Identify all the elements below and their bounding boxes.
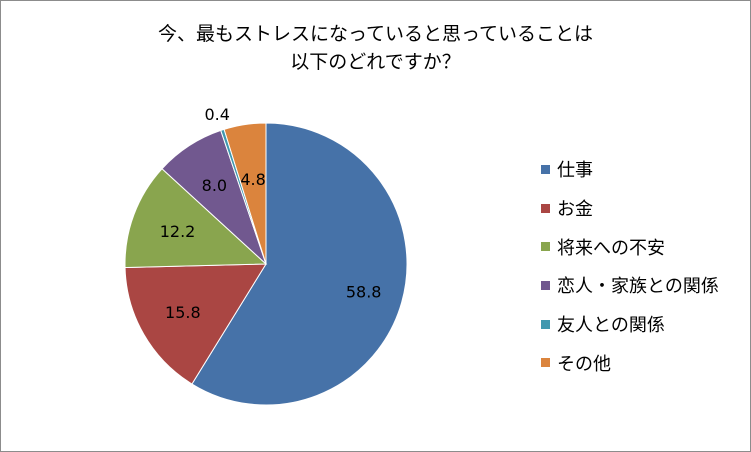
data-label: 4.8 — [240, 170, 265, 189]
legend-label: 仕事 — [557, 160, 593, 182]
data-label: 12.2 — [160, 222, 196, 241]
legend-swatch — [541, 164, 550, 174]
legend-label: 将来への不安 — [557, 237, 665, 259]
legend-swatch — [541, 203, 550, 213]
legend-item: 恋人・家族との関係 — [541, 266, 719, 305]
legend-swatch — [541, 358, 550, 368]
legend-swatch — [541, 242, 550, 252]
legend-label: 友人との関係 — [557, 315, 665, 337]
legend-item: お金 — [541, 189, 719, 228]
data-label: 0.4 — [204, 105, 229, 124]
chart-title-line-1: 今、最もストレスになっていると思っていることは — [157, 23, 594, 45]
legend-item: 将来への不安 — [541, 227, 719, 266]
legend-label: その他 — [557, 353, 611, 375]
legend-item: 友人との関係 — [541, 305, 719, 344]
legend-label: 恋人・家族との関係 — [557, 276, 719, 298]
data-label: 15.8 — [165, 303, 201, 322]
data-label: 8.0 — [202, 176, 227, 195]
legend-item: 仕事 — [541, 150, 719, 189]
chart-title-line-2: 以下のどれですか？ — [290, 51, 461, 73]
pie-slice — [191, 122, 408, 406]
legend: 仕事 お金 将来への不安 恋人・家族との関係 友人との関係 その他 — [541, 150, 719, 382]
pie-slice — [223, 122, 267, 265]
data-label: 58.8 — [346, 283, 382, 302]
pie-slice — [124, 263, 267, 385]
legend-swatch — [541, 319, 550, 329]
pie-slice — [124, 168, 268, 269]
legend-swatch — [541, 280, 550, 290]
legend-item: その他 — [541, 343, 719, 382]
legend-label: お金 — [557, 199, 593, 221]
